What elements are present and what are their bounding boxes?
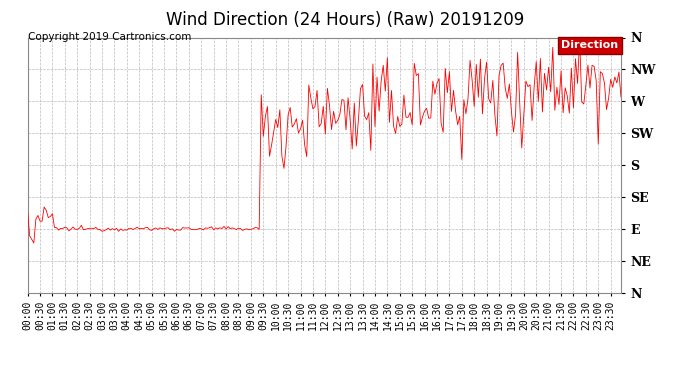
Text: Wind Direction (24 Hours) (Raw) 20191209: Wind Direction (24 Hours) (Raw) 20191209: [166, 11, 524, 29]
Text: Copyright 2019 Cartronics.com: Copyright 2019 Cartronics.com: [28, 32, 191, 42]
Text: Direction: Direction: [561, 40, 618, 50]
